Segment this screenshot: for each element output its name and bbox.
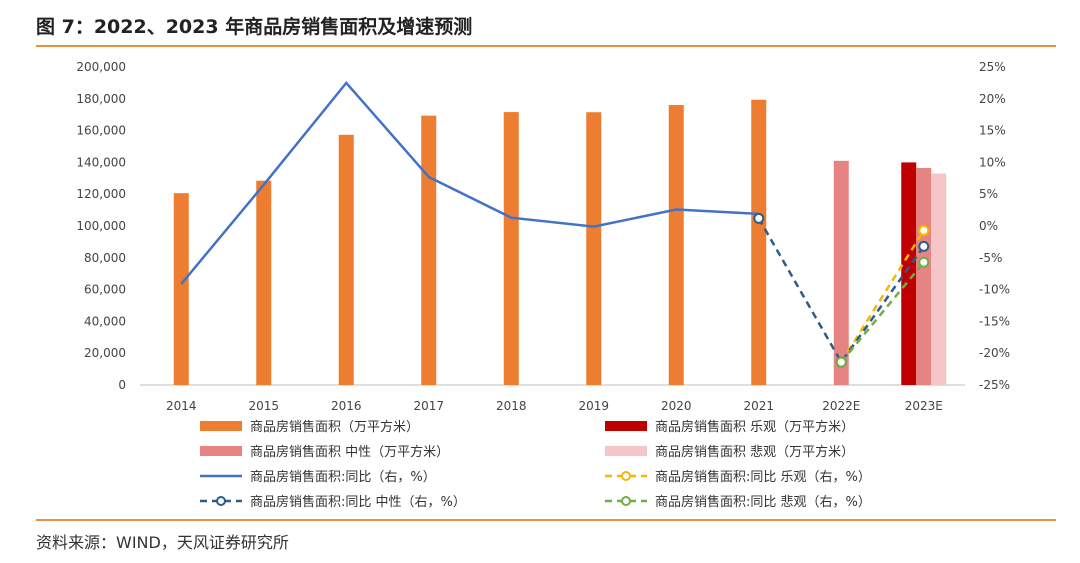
left-tick-label: 180,000 bbox=[76, 92, 126, 106]
bar-2021 bbox=[751, 99, 767, 385]
legend-swatch bbox=[605, 446, 647, 456]
left-tick-label: 160,000 bbox=[76, 124, 126, 138]
left-tick-label: 80,000 bbox=[84, 251, 126, 265]
x-tick-label: 2016 bbox=[331, 399, 362, 413]
right-tick-label: -5% bbox=[979, 251, 1002, 265]
legend-label: 商品房销售面积:同比（右，%） bbox=[250, 469, 436, 485]
series-marker bbox=[918, 224, 930, 236]
right-tick-label: -10% bbox=[979, 283, 1010, 297]
x-tick-label: 2019 bbox=[578, 399, 609, 413]
left-tick-label: 200,000 bbox=[76, 60, 126, 74]
left-tick-label: 120,000 bbox=[76, 187, 126, 201]
x-tick-label: 2023E bbox=[905, 399, 943, 413]
legend: 商品房销售面积（万平方米） 商品房销售面积 乐观（万平方米） 商品房销售面积 中性（… bbox=[200, 419, 871, 510]
legend-label: 商品房销售面积 乐观（万平方米） bbox=[655, 419, 854, 435]
right-tick-label: 20% bbox=[979, 92, 1006, 106]
series-line bbox=[180, 80, 759, 285]
legend-swatch bbox=[605, 421, 647, 431]
series-marker bbox=[835, 356, 847, 368]
bar-2023E bbox=[901, 162, 917, 385]
left-tick-label: 140,000 bbox=[76, 155, 126, 169]
x-tick-label: 2018 bbox=[496, 399, 527, 413]
legend-label: 商品房销售面积（万平方米） bbox=[250, 419, 419, 435]
legend-swatch bbox=[200, 446, 242, 456]
bar-2023E bbox=[916, 167, 932, 385]
x-tick-label: 2015 bbox=[248, 399, 279, 413]
series-marker bbox=[753, 212, 765, 224]
x-tick-label: 2017 bbox=[413, 399, 444, 413]
legend-label: 商品房销售面积 悲观（万平方米） bbox=[655, 444, 854, 460]
left-axis: 0 20,000 40,000 60,000 80,000 100,000 120,000 1… bbox=[76, 60, 126, 392]
sales-area-chart: 0 20,000 40,000 60,000 80,000 100,000 120,000 1… bbox=[76, 60, 1010, 510]
right-tick-label: -25% bbox=[979, 378, 1010, 392]
right-tick-label: 10% bbox=[979, 155, 1006, 169]
line-series bbox=[180, 80, 930, 368]
legend-label: 商品房销售面积:同比 中性（右，%） bbox=[250, 494, 466, 510]
right-tick-label: -20% bbox=[979, 346, 1010, 360]
left-tick-label: 0 bbox=[118, 378, 126, 392]
right-tick-label: 15% bbox=[979, 124, 1006, 138]
legend-label: 商品房销售面积:同比 乐观（右，%） bbox=[655, 469, 871, 485]
x-axis: 2014 2015 2016 2017 2018 2019 2020 2021 2022E 202… bbox=[140, 384, 965, 413]
x-tick-label: 2022E bbox=[822, 399, 860, 413]
legend-marker bbox=[621, 496, 631, 506]
title-divider bbox=[36, 45, 1056, 47]
bar-2014 bbox=[173, 193, 189, 385]
bar-2016 bbox=[338, 134, 354, 385]
bar-2019 bbox=[586, 112, 602, 385]
bar-2022E bbox=[833, 160, 849, 385]
x-tick-label: 2014 bbox=[166, 399, 197, 413]
footer-divider bbox=[36, 519, 1056, 521]
series-marker bbox=[918, 256, 930, 268]
legend-label: 商品房销售面积:同比 悲观（右，%） bbox=[655, 494, 871, 510]
right-axis: -25% -20% -15% -10% -5% 0% 5% 10% 15% 20% 25% bbox=[979, 60, 1010, 392]
bar-2023E bbox=[931, 173, 947, 385]
right-tick-label: 5% bbox=[979, 187, 998, 201]
left-tick-label: 40,000 bbox=[84, 314, 126, 328]
bar-2018 bbox=[503, 112, 519, 386]
left-tick-label: 100,000 bbox=[76, 219, 126, 233]
x-tick-label: 2021 bbox=[743, 399, 774, 413]
chart-title: 图 7：2022、2023 年商品房销售面积及增速预测 bbox=[36, 16, 473, 38]
series-line bbox=[840, 261, 925, 363]
source-note: 资料来源：WIND，天风证券研究所 bbox=[36, 533, 289, 552]
x-tick-label: 2020 bbox=[661, 399, 692, 413]
legend-marker bbox=[216, 496, 226, 506]
legend-swatch bbox=[200, 421, 242, 431]
bar-2017 bbox=[421, 115, 437, 385]
bar-series bbox=[173, 99, 947, 386]
legend-label: 商品房销售面积 中性（万平方米） bbox=[250, 444, 449, 460]
left-tick-label: 20,000 bbox=[84, 346, 126, 360]
legend-marker bbox=[621, 471, 631, 481]
right-tick-label: 0% bbox=[979, 219, 998, 233]
series-line bbox=[840, 229, 925, 363]
left-tick-label: 60,000 bbox=[84, 283, 126, 297]
right-tick-label: 25% bbox=[979, 60, 1006, 74]
bar-2020 bbox=[668, 105, 684, 386]
series-marker bbox=[918, 240, 930, 252]
right-tick-label: -15% bbox=[979, 314, 1010, 328]
bar-2015 bbox=[256, 180, 272, 385]
